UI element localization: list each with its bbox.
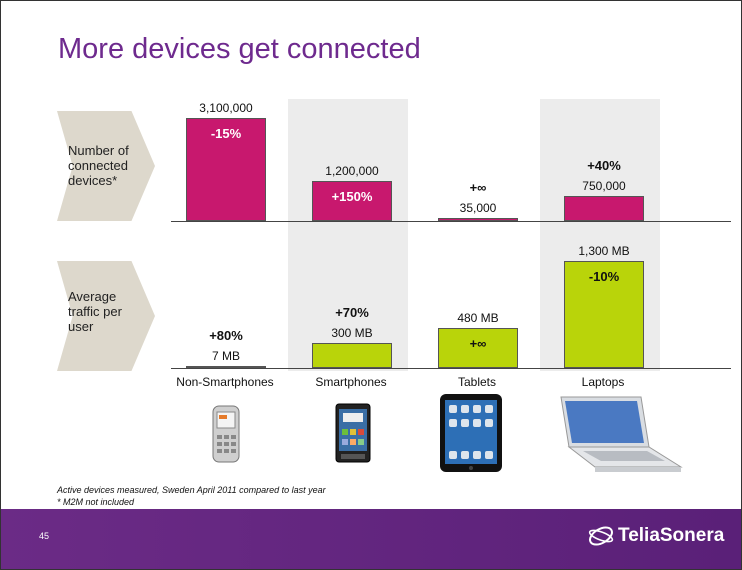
devices-value-label-smartphones: 1,200,000 <box>325 164 379 178</box>
devices-row-label-line: Number of <box>68 143 129 158</box>
laptop-icon <box>560 396 683 472</box>
category-label-laptops: Laptops <box>581 375 625 389</box>
traffic-baseline <box>171 368 731 369</box>
devices-change-label-tablets: +∞ <box>469 180 487 195</box>
traffic-bar-tablets <box>438 328 518 368</box>
devices-bar-laptops <box>564 196 644 221</box>
traffic-row-label-line: traffic per <box>68 304 122 319</box>
traffic-row-label: Average traffic per user <box>68 289 148 334</box>
footnote: Active devices measured, Sweden April 20… <box>57 485 326 495</box>
footnote: * M2M not included <box>57 497 135 507</box>
devices-bar-smartphones <box>312 181 392 221</box>
devices-value-label-tablets: 35,000 <box>459 201 497 215</box>
traffic-row-label-line: user <box>68 319 94 334</box>
teliasonera-logo-icon <box>588 526 614 546</box>
devices-value-label-non-smartphones: 3,100,000 <box>199 101 253 115</box>
traffic-change-label-tablets: +∞ <box>469 336 487 351</box>
devices-change-label-laptops: +40% <box>587 158 621 173</box>
devices-bar-non-smartphones <box>186 118 266 221</box>
devices-row-label-line: connected <box>68 158 128 173</box>
devices-change-label-smartphones: +150% <box>331 189 373 204</box>
category-label-smartphones: Smartphones <box>315 375 387 389</box>
traffic-bar-non-smartphones <box>186 366 266 368</box>
footer-bar <box>1 509 741 569</box>
traffic-change-label-smartphones: +70% <box>335 305 369 320</box>
traffic-value-label-laptops: 1,300 MB <box>578 244 630 258</box>
traffic-row-label-line: Average <box>68 289 117 304</box>
devices-change-label-non-smartphones: -15% <box>210 126 242 141</box>
traffic-change-label-laptops: -10% <box>588 269 620 284</box>
page-title: More devices get connected <box>58 33 421 65</box>
brand-name: TeliaSonera <box>618 525 725 546</box>
traffic-value-label-tablets: 480 MB <box>457 311 499 325</box>
traffic-row-arrow <box>57 261 155 371</box>
column-background-smartphones <box>288 99 408 371</box>
devices-row-label: Number of connected devices* <box>68 143 148 188</box>
devices-row-arrow <box>57 111 155 221</box>
category-label-tablets: Tablets <box>457 375 497 389</box>
category-label-non-smartphones: Non-Smartphones <box>176 375 274 389</box>
traffic-value-label-non-smartphones: 7 MB <box>211 349 240 363</box>
tablet-icon <box>440 394 502 472</box>
page-number: 45 <box>39 531 50 541</box>
traffic-bar-smartphones <box>312 343 392 368</box>
devices-bar-tablets <box>438 218 518 221</box>
phone-icon <box>212 405 240 463</box>
devices-value-label-laptops: 750,000 <box>582 179 626 193</box>
traffic-bar-laptops <box>564 261 644 368</box>
traffic-value-label-smartphones: 300 MB <box>331 326 373 340</box>
devices-baseline <box>171 221 731 222</box>
devices-row-label-line: devices* <box>68 173 118 188</box>
smartphone-icon <box>335 403 371 463</box>
traffic-change-label-non-smartphones: +80% <box>209 328 243 343</box>
